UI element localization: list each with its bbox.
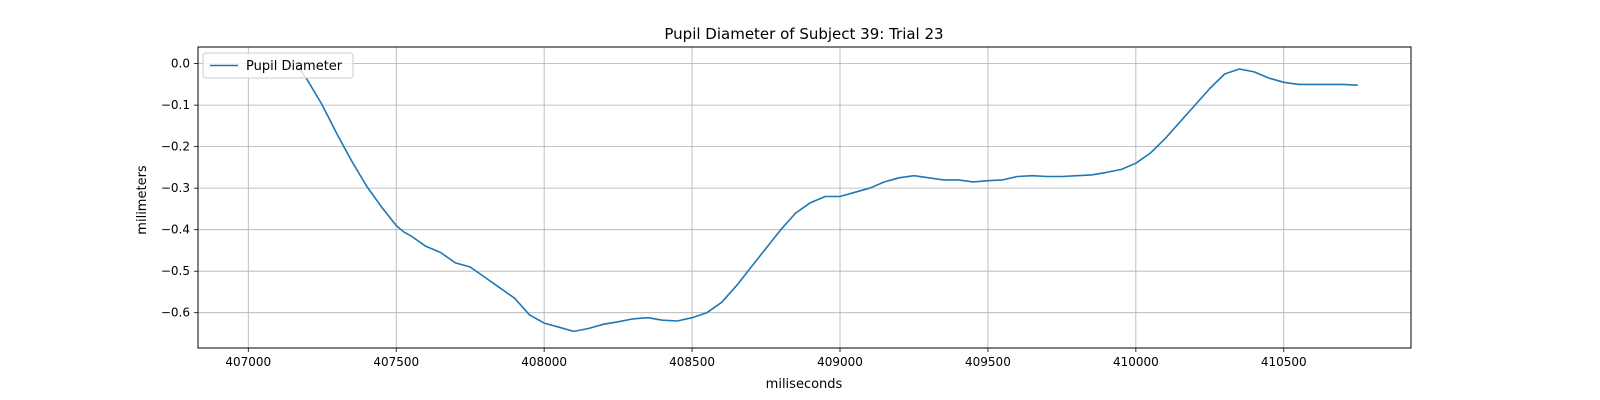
legend: Pupil Diameter bbox=[202, 52, 354, 79]
x-tick-label: 410500 bbox=[1261, 355, 1307, 369]
series-line-pupil-diameter bbox=[294, 63, 1358, 333]
x-tick-label: 410000 bbox=[1113, 355, 1159, 369]
y-tick-label: −0.2 bbox=[161, 140, 190, 154]
x-axis-label: miliseconds bbox=[766, 377, 843, 392]
x-tick-label: 407000 bbox=[225, 355, 271, 369]
x-axis-ticks: 407000 407500 408000 408500 409000 409500 4100… bbox=[225, 348, 1307, 369]
grid-lines bbox=[198, 47, 1411, 348]
y-axis-label: milimeters bbox=[135, 165, 150, 235]
y-tick-label: −0.4 bbox=[161, 223, 190, 237]
x-tick-label: 409500 bbox=[965, 355, 1011, 369]
y-tick-label: −0.3 bbox=[161, 181, 190, 195]
x-tick-label: 409000 bbox=[817, 355, 863, 369]
plot-frame bbox=[197, 46, 1412, 349]
x-tick-label: 408500 bbox=[669, 355, 715, 369]
y-tick-label: −0.5 bbox=[161, 264, 190, 278]
legend-box bbox=[202, 52, 354, 79]
y-tick-label: −0.1 bbox=[161, 98, 190, 112]
y-axis-ticks: 0.0 −0.1 −0.2 −0.3 −0.4 −0.5 −0.6 bbox=[161, 57, 198, 320]
x-tick-label: 408000 bbox=[521, 355, 567, 369]
x-tick-label: 407500 bbox=[373, 355, 419, 369]
legend-label-pupil-diameter: Pupil Diameter bbox=[246, 59, 343, 74]
y-tick-label: −0.6 bbox=[161, 306, 190, 320]
y-tick-label: 0.0 bbox=[171, 57, 190, 71]
series-layer bbox=[294, 63, 1358, 333]
chart-title: Pupil Diameter of Subject 39: Trial 23 bbox=[664, 25, 943, 43]
